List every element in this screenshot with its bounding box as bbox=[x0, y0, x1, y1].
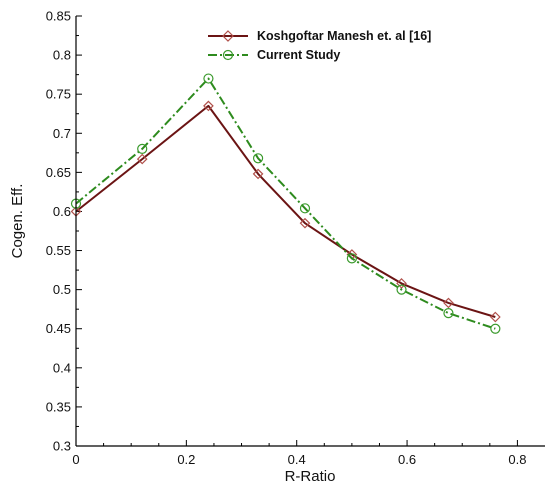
data-point-marker-s1 bbox=[203, 100, 214, 112]
legend-entry-1: Koshgoftar Manesh et. al [16] bbox=[208, 29, 431, 43]
data-point-marker-s2 bbox=[396, 284, 407, 295]
tick-layer: 0.3 0.35 0.4 0.45 0.5 0.55 0.6 0.65 0.7 0.75 0.8 0.… bbox=[46, 9, 527, 468]
data-point-marker-s1 bbox=[396, 278, 407, 289]
legend-entry-2: Current Study bbox=[208, 48, 340, 62]
x-tick-label: 0.4 bbox=[288, 452, 306, 467]
y-tick-label: 0.35 bbox=[46, 399, 71, 414]
data-point-marker-s2 bbox=[490, 323, 501, 334]
x-tick-label: 0.8 bbox=[508, 452, 526, 467]
y-tick-label: 0.5 bbox=[53, 282, 71, 297]
data-point-marker-s2 bbox=[252, 153, 264, 164]
y-tick-label: 0.3 bbox=[53, 439, 71, 454]
data-point-marker-s2 bbox=[137, 143, 148, 155]
data-point-marker-s2 bbox=[443, 307, 454, 319]
y-tick-label: 0.65 bbox=[46, 165, 71, 180]
data-point-marker-s1 bbox=[489, 311, 501, 323]
series-layer bbox=[70, 73, 501, 334]
x-tick-label: 0.2 bbox=[177, 452, 195, 467]
y-tick-label: 0.45 bbox=[46, 321, 71, 336]
y-tick-label: 0.55 bbox=[46, 243, 71, 258]
y-tick-label: 0.4 bbox=[53, 360, 71, 375]
data-point-marker-s1 bbox=[252, 168, 264, 180]
data-point-marker-s2 bbox=[299, 203, 311, 214]
y-axis-title: Cogen. Eff. bbox=[9, 184, 26, 259]
data-point-marker-s1 bbox=[136, 153, 148, 165]
series-line-2 bbox=[75, 77, 496, 330]
legend-label-2: Current Study bbox=[257, 48, 340, 62]
series-line-1 bbox=[75, 104, 496, 318]
x-tick-label: 0 bbox=[72, 452, 79, 467]
y-tick-label: 0.6 bbox=[53, 204, 71, 219]
legend-label-1: Koshgoftar Manesh et. al [16] bbox=[257, 29, 431, 43]
y-tick-label: 0.85 bbox=[46, 9, 71, 24]
legend: Koshgoftar Manesh et. al [16] Current St… bbox=[208, 29, 431, 62]
legend-marker-1 bbox=[222, 30, 234, 42]
x-axis-title: R-Ratio bbox=[285, 468, 336, 485]
y-tick-label: 0.7 bbox=[53, 126, 71, 141]
y-tick-label: 0.8 bbox=[53, 48, 71, 63]
y-tick-label: 0.75 bbox=[46, 87, 71, 102]
x-tick-label: 0.6 bbox=[398, 452, 416, 467]
data-point-marker-s1 bbox=[299, 217, 311, 229]
data-point-marker-s2 bbox=[346, 253, 357, 264]
legend-marker-2 bbox=[222, 49, 234, 61]
data-point-marker-s1 bbox=[443, 297, 454, 309]
data-point-marker-s2 bbox=[203, 73, 214, 84]
